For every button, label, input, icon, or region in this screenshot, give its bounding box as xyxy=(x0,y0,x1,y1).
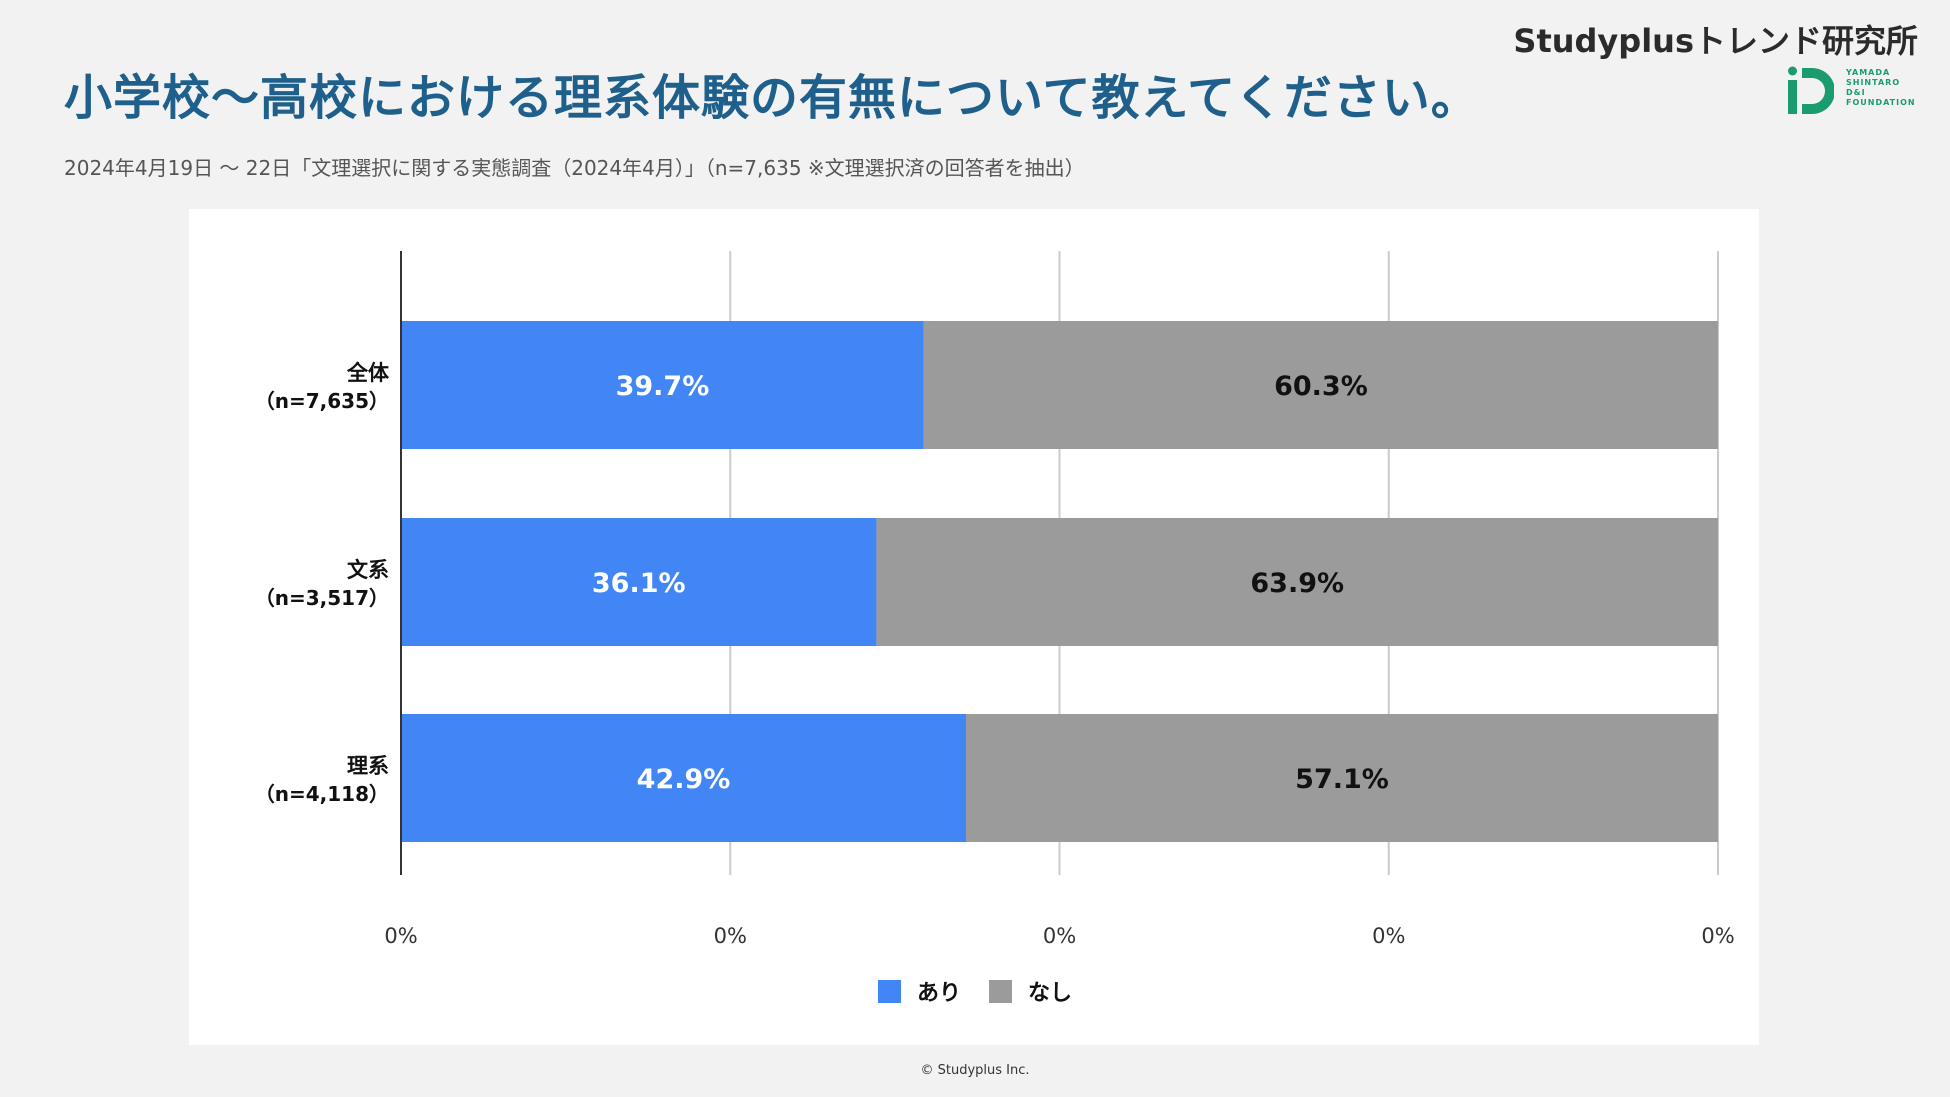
survey-subtitle: 2024年4月19日 〜 22日「文理選択に関する実態調査（2024年4月）」（… xyxy=(64,156,1085,180)
foundation-logo-line: FOUNDATION xyxy=(1846,98,1916,107)
category-label: 全体 xyxy=(346,361,390,385)
bar-nashi-0 xyxy=(923,321,1718,449)
bar-ari-0 xyxy=(401,321,924,449)
bar-ari-1 xyxy=(401,518,877,646)
bar-nashi-1 xyxy=(876,518,1718,646)
category-n-label: （n=4,118） xyxy=(255,782,389,806)
category-n-label: （n=7,635） xyxy=(255,389,389,413)
legend-swatch xyxy=(878,980,901,1003)
data-label: 36.1% xyxy=(592,568,686,599)
data-label: 63.9% xyxy=(1250,568,1344,599)
stacked-bar-chart: 39.7% 60.3% 全体 （n=7,635） 36.1% 63.9% 文系 （n=3,51… xyxy=(255,251,1735,1006)
data-label: 42.9% xyxy=(637,764,731,795)
page-title: 小学校〜高校における理系体験の有無について教えてください。 xyxy=(64,70,1480,126)
legend-label: あり xyxy=(917,981,961,1006)
x-tick-label: 0% xyxy=(714,924,747,948)
bar-ari-2 xyxy=(401,714,966,842)
data-label: 57.1% xyxy=(1295,764,1389,795)
x-tick-label: 0% xyxy=(1701,924,1734,948)
foundation-logo: YAMADA SHINTARO D&I FOUNDATION xyxy=(1788,64,1918,134)
data-label: 60.3% xyxy=(1274,371,1368,402)
foundation-logo-text: YAMADA SHINTARO D&I FOUNDATION xyxy=(1846,68,1916,108)
x-tick-label: 0% xyxy=(1372,924,1405,948)
bar-nashi-2 xyxy=(965,714,1718,842)
legend-label: なし xyxy=(1028,981,1072,1006)
legend-swatch xyxy=(989,980,1012,1003)
category-label: 理系 xyxy=(347,754,389,778)
foundation-logo-line: YAMADA xyxy=(1846,68,1891,77)
brand-block: Studyplusトレンド研究所 YAMADA SHINTARO D&I FOU… xyxy=(1513,16,1918,126)
chart-panel: 39.7% 60.3% 全体 （n=7,635） 36.1% 63.9% 文系 （n=3,51… xyxy=(189,209,1759,1045)
foundation-logo-line: D&I xyxy=(1846,88,1866,97)
foundation-logo-icon xyxy=(1788,66,1834,114)
category-label: 文系 xyxy=(347,558,389,582)
category-n-label: （n=3,517） xyxy=(255,586,389,610)
x-tick-label: 0% xyxy=(1043,924,1076,948)
data-label: 39.7% xyxy=(616,371,710,402)
x-tick-label: 0% xyxy=(384,924,417,948)
brand-name: Studyplusトレンド研究所 xyxy=(1513,22,1918,60)
copyright: © Studyplus Inc. xyxy=(920,1063,1030,1078)
foundation-logo-line: SHINTARO xyxy=(1846,78,1901,87)
